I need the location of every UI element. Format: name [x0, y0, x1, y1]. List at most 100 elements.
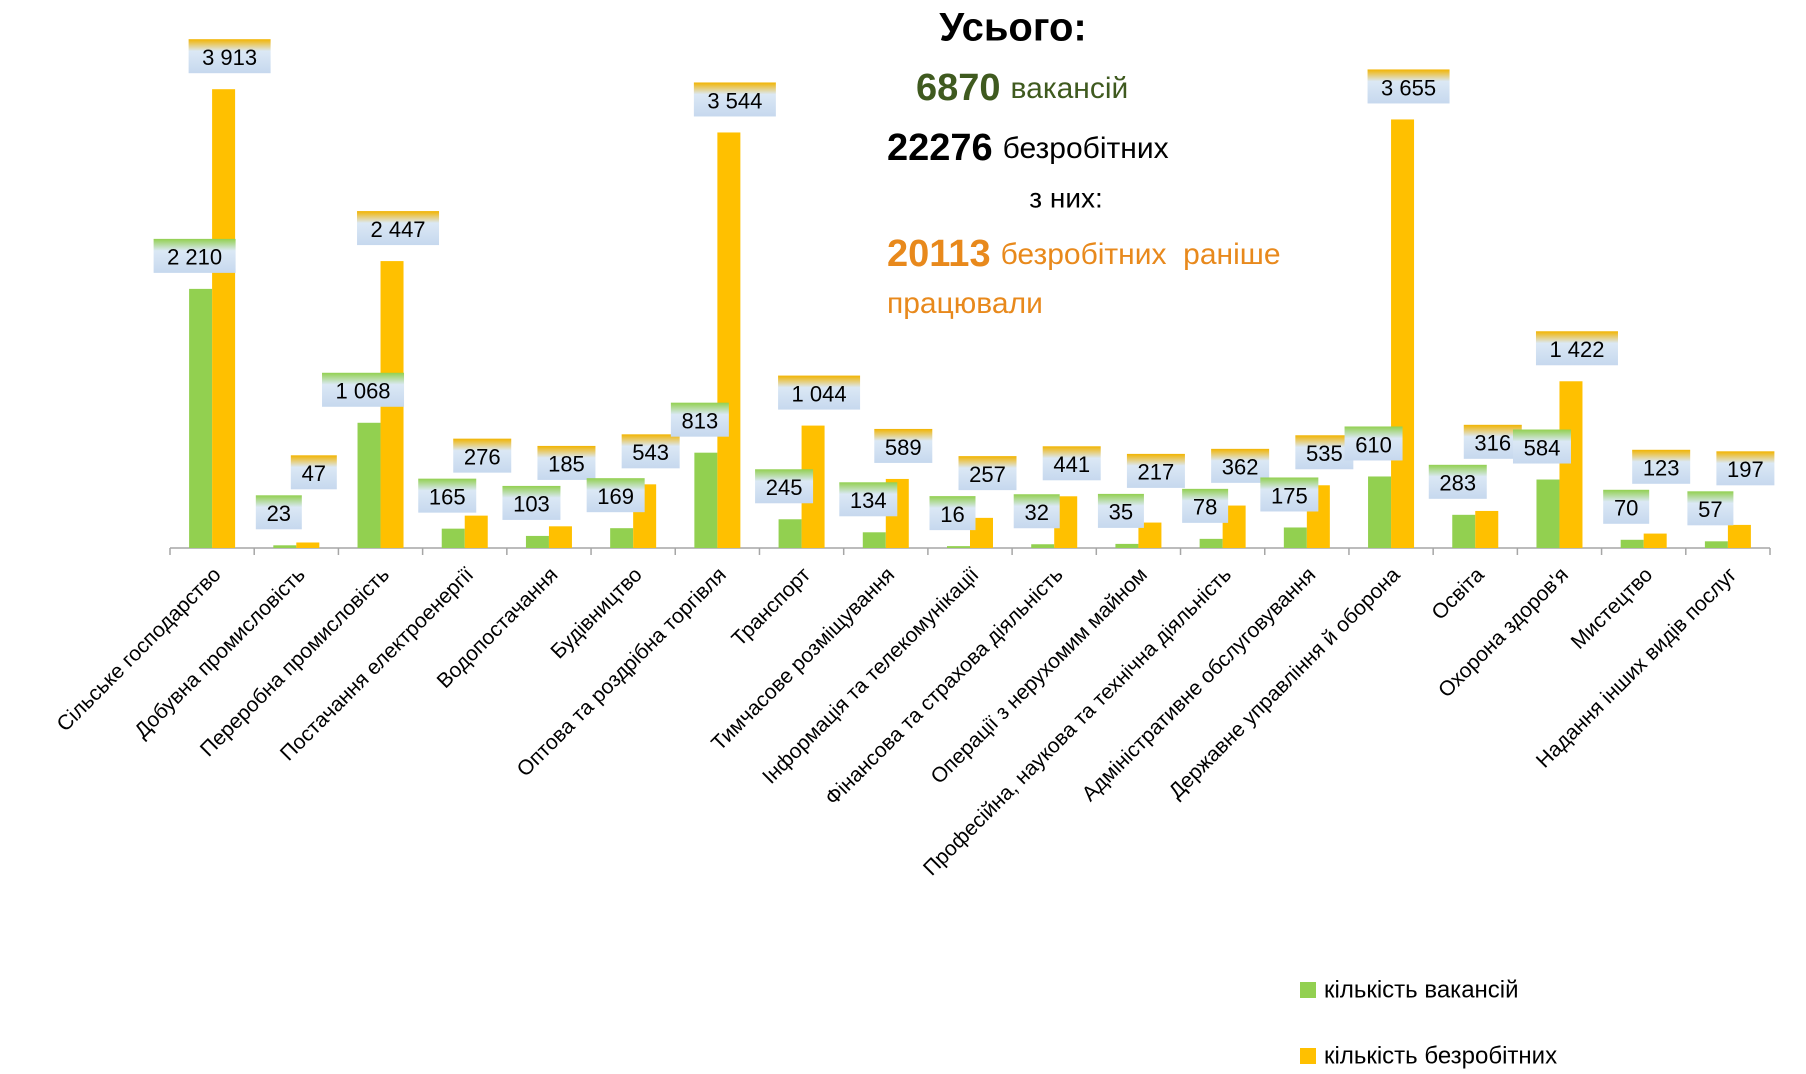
value-label: 3 913: [202, 45, 257, 70]
value-label: 1 422: [1549, 337, 1604, 362]
legend-swatch: [1300, 982, 1316, 998]
value-label-box: [778, 375, 861, 410]
bar: [1199, 538, 1223, 548]
x-tick-label: Транспорт: [727, 563, 815, 651]
value-label: 78: [1193, 495, 1217, 520]
value-label-box: [1260, 477, 1319, 512]
value-label: 217: [1138, 460, 1175, 485]
value-label: 610: [1355, 432, 1392, 457]
bar: [610, 528, 634, 548]
bar: [525, 535, 549, 548]
bar: [357, 422, 381, 548]
value-label: 165: [429, 484, 466, 509]
value-label: 441: [1053, 452, 1090, 477]
value-label-box: [839, 482, 898, 517]
value-label: 3 544: [707, 88, 762, 113]
value-label-box: [1632, 449, 1691, 484]
annotation-line: 20113 безробітних раніше: [887, 233, 1281, 275]
x-tick-label: Сільське господарство: [53, 563, 226, 736]
value-label-box: [1126, 453, 1185, 488]
bar: [1704, 541, 1728, 548]
value-label: 23: [267, 501, 291, 526]
legend-label: кількість вакансій: [1324, 976, 1519, 1003]
value-label: 185: [548, 452, 585, 477]
bar: [947, 546, 970, 548]
bar: [970, 517, 993, 548]
value-label: 1 044: [792, 381, 847, 406]
value-label: 362: [1222, 455, 1259, 480]
value-label-box: [1295, 435, 1354, 470]
annotation-number: 6870: [916, 67, 1001, 109]
value-label: 257: [969, 462, 1006, 487]
value-label: 3 655: [1381, 75, 1436, 100]
bar: [441, 528, 465, 548]
value-label-box: [755, 469, 814, 504]
value-label-box: [1097, 493, 1144, 528]
value-label: 2 210: [167, 245, 222, 270]
value-label-box: [1535, 331, 1618, 366]
legend-label: кількість безробітних: [1324, 1042, 1557, 1069]
bar: [1452, 514, 1476, 548]
value-label-box: [929, 496, 976, 531]
value-label-box: [1344, 426, 1403, 461]
bar: [778, 519, 802, 548]
bar: [717, 132, 741, 548]
value-label-box: [958, 456, 1017, 491]
annotation-text: безробітних раніше: [1001, 238, 1281, 271]
value-label: 2 447: [370, 217, 425, 242]
bar: [1475, 510, 1499, 548]
x-tick-label: Мистецтво: [1567, 563, 1658, 654]
value-label: 123: [1643, 456, 1680, 481]
value-label: 316: [1474, 431, 1511, 456]
annotation-text: безробітних: [1003, 132, 1169, 165]
bar: [862, 532, 886, 548]
bar: [548, 526, 572, 548]
value-label: 245: [766, 475, 803, 500]
value-label-box: [1603, 489, 1650, 524]
value-label-box: [1211, 448, 1270, 483]
bar: [296, 542, 320, 548]
legend-swatch: [1300, 1048, 1316, 1064]
value-label: 197: [1727, 457, 1764, 482]
bar: [1138, 522, 1162, 548]
value-label-box: [418, 478, 477, 513]
value-label-box: [502, 485, 561, 520]
bar: [189, 288, 213, 548]
bar: [1283, 527, 1307, 548]
value-label: 543: [632, 440, 669, 465]
bar: [1222, 505, 1246, 548]
value-label-box: [453, 438, 512, 473]
value-label-box: [693, 82, 776, 117]
value-label: 169: [597, 484, 634, 509]
bar: [1536, 479, 1560, 548]
bar: [1054, 496, 1078, 548]
value-label: 70: [1614, 496, 1638, 521]
value-label: 175: [1271, 483, 1308, 508]
value-label-box: [1687, 491, 1734, 526]
annotation-line: 22276 безробітних: [887, 127, 1169, 169]
value-label-box: [537, 445, 596, 480]
bar: [212, 89, 236, 549]
value-label-box: [1716, 451, 1775, 486]
value-label: 16: [940, 502, 964, 527]
value-label-box: [1013, 494, 1060, 529]
bar: [464, 515, 488, 548]
bar: [273, 545, 297, 548]
value-label-box: [621, 434, 680, 469]
value-label-box: [357, 211, 440, 246]
value-label-box: [290, 455, 337, 490]
bar: [1391, 119, 1415, 549]
bar: [1643, 533, 1667, 548]
x-tick-label: Професійна, наукова та технічна діяльніс…: [919, 563, 1236, 880]
value-label-box: [188, 39, 271, 74]
value-label: 276: [464, 444, 501, 469]
bar: [1115, 543, 1139, 548]
value-label: 584: [1524, 435, 1561, 460]
annotation-line: 6870 вакансій: [916, 67, 1128, 109]
value-label: 134: [850, 488, 887, 513]
value-label: 47: [302, 461, 326, 486]
bar: [1031, 544, 1055, 548]
value-label-box: [874, 428, 933, 463]
bar: [1559, 381, 1583, 548]
